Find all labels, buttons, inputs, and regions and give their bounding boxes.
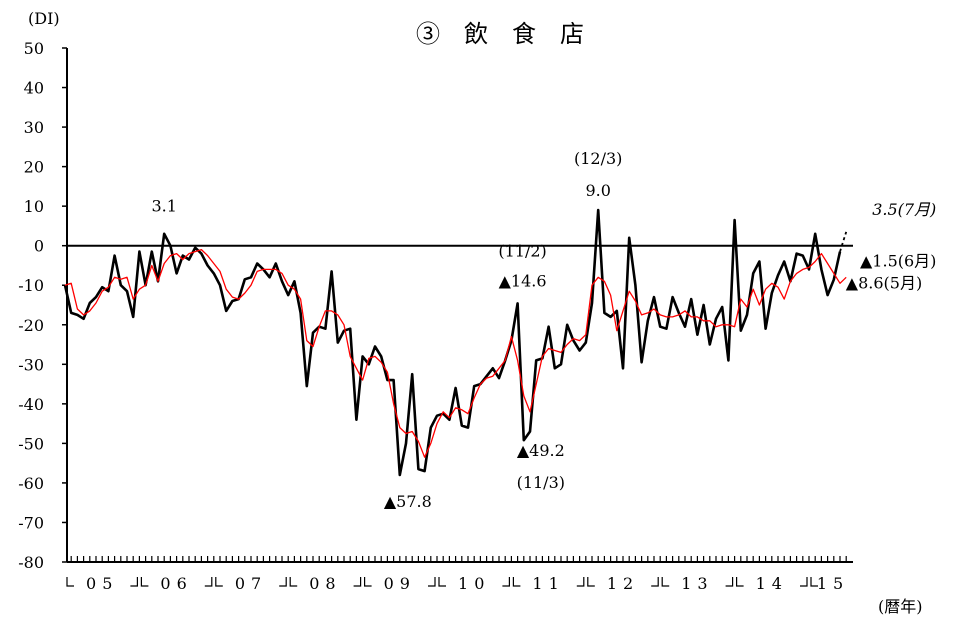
series-di-forecast-line <box>839 231 848 252</box>
series-layer <box>63 208 848 477</box>
x-year-label: 15 <box>817 574 849 593</box>
annotation-label: (11/2) <box>498 241 546 260</box>
x-year-bracket-left <box>289 577 298 587</box>
x-year-bracket-right <box>130 577 138 587</box>
x-year-bracket-right <box>204 577 213 587</box>
x-year-label: 13 <box>681 574 713 593</box>
x-year-label: 05 <box>86 574 118 593</box>
x-year-bracket-left <box>66 577 74 587</box>
x-year-bracket-left <box>438 577 446 587</box>
annotation-label: 3.1 <box>151 196 176 215</box>
y-tick-label: -60 <box>18 474 44 493</box>
y-tick-label: 10 <box>24 197 44 216</box>
y-tick-label: 50 <box>24 39 44 58</box>
x-year-bracket-right <box>428 577 436 587</box>
x-year-bracket-left <box>736 577 744 587</box>
x-year-bracket-left <box>512 577 521 587</box>
y-tick-label: -50 <box>18 434 44 453</box>
y-tick-label: -30 <box>18 355 44 374</box>
x-year-bracket-left <box>364 577 372 587</box>
series-moving-average-line <box>64 248 847 458</box>
annotation-label: ▲57.8 <box>384 492 432 511</box>
annotation-label: 9.0 <box>585 181 610 200</box>
annotation-label: 3.5(7月) <box>872 200 936 219</box>
annotation-label: ▲8.6(5月) <box>846 274 922 293</box>
x-year-bracket-right <box>725 577 734 587</box>
x-year-label: 14 <box>756 574 788 593</box>
annotation-layer: 3.1 ▲57.8 (11/2) ▲14.6 ▲49.2 (11/3) (12/3) 9.0 3… <box>151 149 936 511</box>
x-axis-label: (暦年) <box>878 597 923 616</box>
y-tick-label: -80 <box>18 553 44 572</box>
x-year-bracket-right <box>502 577 510 587</box>
x-year-label: 10 <box>458 574 490 593</box>
y-tick-label: 20 <box>24 158 44 177</box>
x-year-label: 09 <box>384 574 416 593</box>
y-tick-label: 40 <box>24 79 44 98</box>
x-year-label: 11 <box>532 574 564 593</box>
x-year-bracket-right <box>279 577 287 587</box>
x-year-label: 12 <box>607 574 639 593</box>
y-tick-label: 0 <box>34 237 44 256</box>
y-tick-label: -40 <box>18 395 44 414</box>
x-axis-ticks <box>70 556 847 562</box>
x-year-bracket-right <box>576 577 585 587</box>
x-year-bracket-left <box>140 577 149 587</box>
y-tick-label: -20 <box>18 316 44 335</box>
x-year-label: 06 <box>160 574 192 593</box>
x-year-bracket-right <box>353 577 362 587</box>
x-year-bracket-right <box>651 577 659 587</box>
annotation-label: (11/3) <box>517 473 565 492</box>
x-year-label: 07 <box>235 574 267 593</box>
chart-axes <box>66 48 853 563</box>
y-tick-label: -10 <box>18 276 44 295</box>
y-tick-label: -70 <box>18 513 44 532</box>
x-year-bracket-left <box>661 577 670 587</box>
x-year-bracket-left <box>810 577 818 587</box>
annotation-label: ▲14.6 <box>499 271 547 290</box>
annotation-label: ▲1.5(6月) <box>860 252 936 271</box>
y-axis-label: (DI) <box>28 9 60 28</box>
x-year-bracket-left <box>215 577 223 587</box>
x-year-bracket-left <box>587 577 595 587</box>
y-tick-label: 30 <box>24 118 44 137</box>
x-year-label: 08 <box>309 574 341 593</box>
annotation-label: ▲49.2 <box>517 441 565 460</box>
chart-title: ③ 飲 食 店 <box>416 20 584 48</box>
annotation-label: (12/3) <box>574 149 622 168</box>
series-di-line <box>63 208 842 477</box>
x-year-bracket-right <box>800 577 808 587</box>
x-year-labels: 05 06 07 08 09 10 11 12 13 14 15 <box>66 574 849 593</box>
y-tick-labels: 50 40 30 20 10 0 -10 -20 -30 -40 -50 -60 -70 -80 <box>18 39 67 572</box>
